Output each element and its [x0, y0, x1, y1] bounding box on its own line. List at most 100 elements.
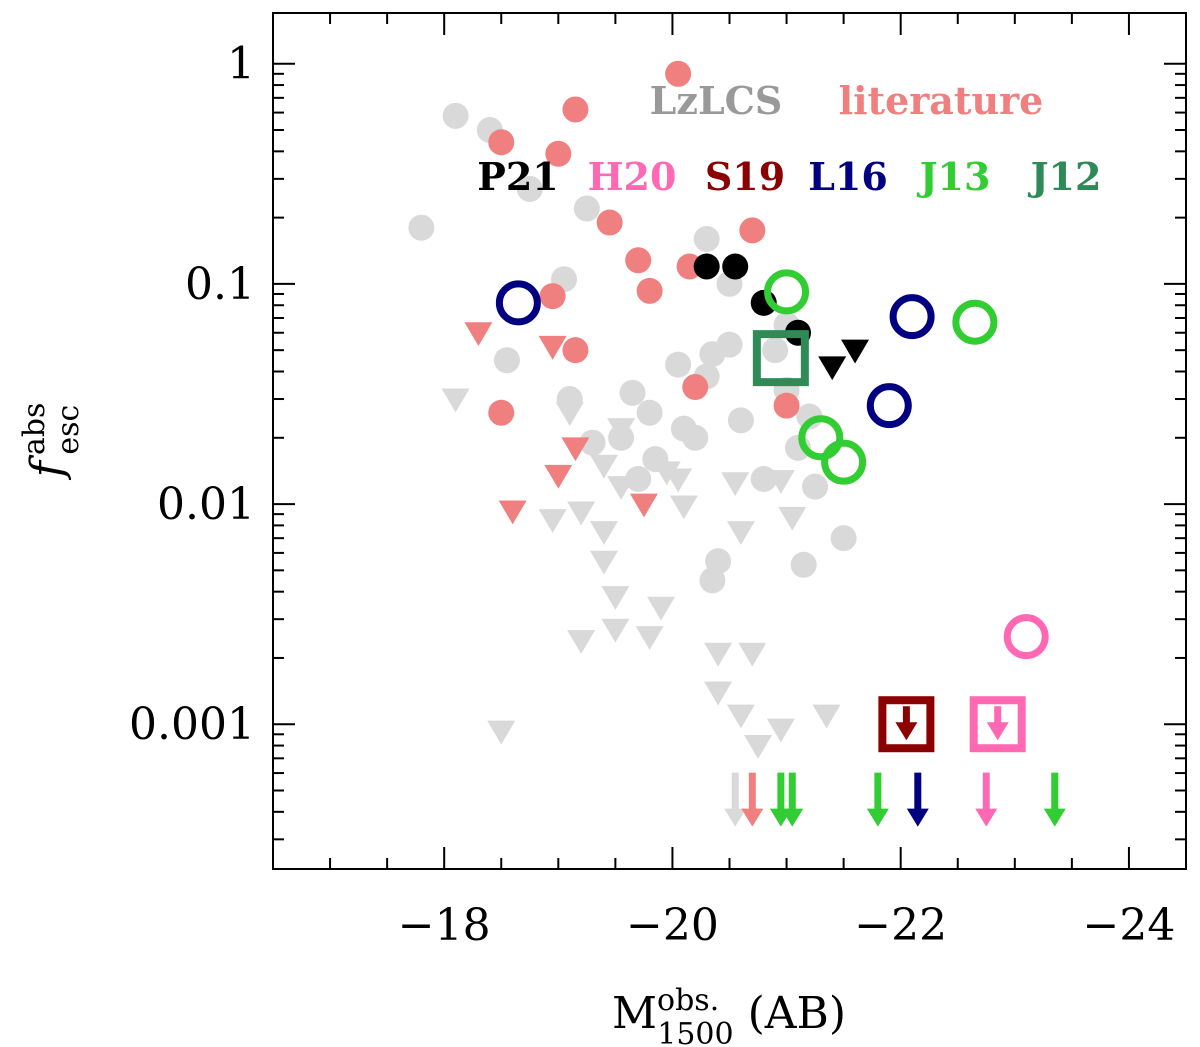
limit-arrow-head — [866, 808, 889, 827]
lzlcs-upper-limit-marker — [589, 454, 618, 479]
j13-point — [764, 269, 810, 315]
lzlcs-upper-limit-marker — [812, 704, 841, 729]
lzlcs-point — [830, 525, 857, 552]
lzlcs-point — [665, 351, 692, 378]
y-tick-label: 1 — [227, 39, 255, 90]
lzlcs-upper-limit-marker — [567, 501, 596, 526]
lzlcs-upper-limit-marker — [726, 521, 755, 545]
lzlcs-point — [619, 379, 646, 406]
lzlcs-point — [727, 407, 754, 434]
lzlcs-markers — [408, 102, 857, 827]
s19-upper-limit-square — [878, 696, 935, 753]
j13-point — [798, 415, 844, 461]
lzlcs-upper-limit-marker — [589, 550, 618, 575]
literature-point — [562, 96, 589, 123]
l16-point — [889, 294, 935, 340]
x-tick-label: −20 — [626, 900, 719, 951]
literature-upper-limit-marker — [561, 437, 590, 462]
lzlcs-point — [636, 399, 663, 426]
literature-point — [739, 217, 766, 244]
lzlcs-upper-limit-marker — [704, 681, 733, 706]
lzlcs-upper-limit-marker — [647, 596, 676, 621]
lzlcs-point — [642, 446, 669, 473]
l16-point — [495, 280, 541, 326]
legend-label-lzlcs: LzLCS — [650, 78, 783, 123]
x-tick-label: −24 — [1083, 900, 1176, 951]
reference-sample-markers — [495, 253, 1066, 827]
l16-point — [866, 383, 912, 429]
legend-label-j13: J13 — [917, 154, 991, 199]
lzlcs-point — [802, 473, 829, 500]
lzlcs-upper-limit-marker — [487, 720, 516, 745]
lzlcs-point — [693, 225, 720, 252]
h20-upper-limit-arrow — [986, 706, 1009, 741]
y-tick-label: 0.1 — [185, 259, 255, 310]
literature-point — [488, 399, 515, 426]
literature-upper-limit-marker — [629, 493, 658, 518]
legend-label-l16: L16 — [808, 154, 888, 199]
legend-label-j12: J12 — [1028, 154, 1102, 199]
lzlcs-point — [750, 465, 777, 492]
literature-point — [625, 247, 652, 274]
lzlcs-upper-limit-marker — [726, 704, 755, 729]
y-tick-label: 0.001 — [129, 699, 255, 750]
l16-limit-arrow — [906, 772, 929, 827]
limit-arrow-head — [1043, 808, 1066, 827]
limit-arrow-head — [975, 808, 998, 827]
lzlcs-point — [790, 551, 817, 578]
limit-arrow-head — [895, 722, 918, 741]
lzlcs-point — [699, 567, 726, 594]
literature-upper-limit-marker — [464, 322, 493, 347]
j13-limit-arrow — [781, 772, 804, 827]
limit-arrow-head — [906, 808, 929, 827]
lzlcs-point — [682, 424, 709, 451]
limit-arrow-head — [741, 808, 764, 827]
h20-upper-limit-square — [969, 696, 1026, 753]
lzlcs-upper-limit-marker — [766, 718, 795, 743]
lzlcs-upper-limit-marker — [744, 735, 773, 759]
literature-point — [596, 209, 623, 236]
literature-point — [773, 392, 800, 419]
literature-point — [562, 337, 589, 364]
p21-point — [693, 253, 720, 280]
lzlcs-upper-limit-marker — [601, 586, 630, 610]
h20-point — [1003, 614, 1049, 660]
literature-upper-limit-marker — [498, 500, 527, 525]
lzlcs-upper-limit-marker — [567, 630, 596, 654]
limit-arrow-head — [781, 808, 804, 827]
j13-point — [952, 299, 998, 345]
lzlcs-point — [762, 337, 789, 364]
lzlcs-point — [556, 386, 583, 413]
legend: LzLCS literature P21 H20 S19 L16 J13 J12 — [477, 78, 1101, 199]
j13-limit-arrow — [866, 772, 889, 827]
legend-label-literature: literature — [839, 78, 1044, 123]
lzlcs-upper-limit-marker — [704, 642, 733, 667]
axis-labels: −18 −20 −22 −24 1 0.1 0.01 0.001 Mobs. 1500 (AB) f… — [17, 39, 1175, 1047]
legend-label-p21: P21 — [477, 154, 558, 199]
x-tick-label: −18 — [398, 900, 491, 951]
lzlcs-upper-limit-marker — [738, 642, 767, 667]
legend-label-s19: S19 — [705, 154, 785, 199]
lzlcs-upper-limit-marker — [635, 626, 664, 650]
lzlcs-point — [408, 214, 435, 241]
limit-arrow-head — [724, 808, 747, 827]
s19-upper-limit-arrow — [895, 706, 918, 741]
literature-point — [636, 277, 663, 304]
j13-point — [821, 439, 867, 485]
y-tick-label: 0.01 — [157, 479, 255, 530]
literature-limit-arrow — [741, 772, 764, 827]
lzlcs-upper-limit-marker — [778, 506, 807, 531]
lzlcs-point — [699, 341, 726, 368]
lzlcs-point — [608, 424, 635, 451]
lzlcs-upper-limit-marker — [664, 468, 693, 493]
axis-ticks — [272, 13, 1187, 869]
lzlcs-point — [493, 347, 520, 374]
plot-frame — [272, 12, 1187, 870]
literature-point — [665, 60, 692, 87]
lzlcs-point — [442, 102, 469, 129]
lzlcs-upper-limit-marker — [589, 521, 618, 545]
lzlcs-point — [625, 465, 652, 492]
legend-label-h20: H20 — [588, 154, 677, 199]
h20-limit-arrow — [975, 772, 998, 827]
